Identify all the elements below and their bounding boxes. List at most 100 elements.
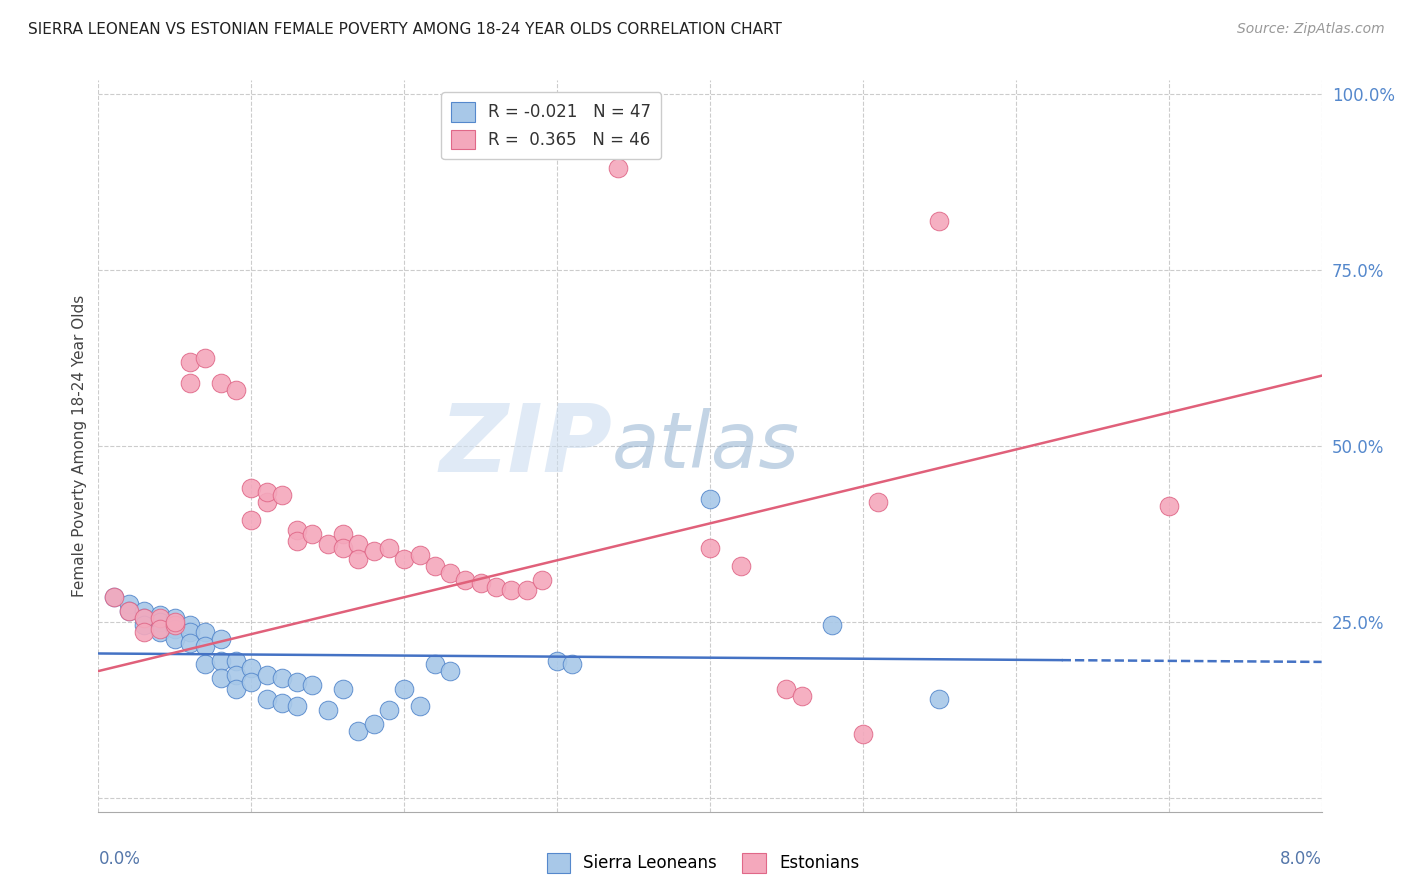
Point xyxy=(240,660,263,674)
Point xyxy=(516,583,538,598)
Point xyxy=(194,640,217,654)
Point xyxy=(149,622,172,636)
Y-axis label: Female Poverty Among 18-24 Year Olds: Female Poverty Among 18-24 Year Olds xyxy=(72,295,87,597)
Text: SIERRA LEONEAN VS ESTONIAN FEMALE POVERTY AMONG 18-24 YEAR OLDS CORRELATION CHAR: SIERRA LEONEAN VS ESTONIAN FEMALE POVERT… xyxy=(28,22,782,37)
Point xyxy=(454,573,477,587)
Point xyxy=(363,544,385,558)
Point xyxy=(225,653,247,667)
Legend: Sierra Leoneans, Estonians: Sierra Leoneans, Estonians xyxy=(540,847,866,880)
Point xyxy=(408,699,430,714)
Point xyxy=(240,674,263,689)
Point xyxy=(546,653,568,667)
Point xyxy=(699,541,721,555)
Point xyxy=(285,674,308,689)
Point xyxy=(423,558,446,573)
Point xyxy=(179,376,201,390)
Point xyxy=(347,723,370,738)
Point xyxy=(134,604,156,618)
Point xyxy=(209,671,232,685)
Point xyxy=(347,551,370,566)
Point xyxy=(501,583,523,598)
Point xyxy=(179,618,201,632)
Point xyxy=(118,604,141,618)
Point xyxy=(134,625,156,640)
Point xyxy=(347,537,370,551)
Point xyxy=(118,604,141,618)
Point xyxy=(301,678,323,692)
Point xyxy=(470,576,492,591)
Point xyxy=(561,657,583,671)
Text: atlas: atlas xyxy=(612,408,800,484)
Point xyxy=(225,667,247,681)
Legend: R = -0.021   N = 47, R =  0.365   N = 46: R = -0.021 N = 47, R = 0.365 N = 46 xyxy=(441,92,661,159)
Point xyxy=(316,537,339,551)
Point xyxy=(179,636,201,650)
Point xyxy=(179,354,201,368)
Point xyxy=(149,611,172,625)
Point xyxy=(530,573,553,587)
Point xyxy=(332,541,354,555)
Point xyxy=(775,681,797,696)
Text: Source: ZipAtlas.com: Source: ZipAtlas.com xyxy=(1237,22,1385,37)
Text: ZIP: ZIP xyxy=(439,400,612,492)
Point xyxy=(256,495,278,509)
Point xyxy=(225,383,247,397)
Point xyxy=(868,495,890,509)
Point xyxy=(270,488,294,502)
Point xyxy=(134,611,156,625)
Point xyxy=(163,611,186,625)
Point xyxy=(852,727,875,741)
Point xyxy=(699,491,721,506)
Point xyxy=(209,376,232,390)
Point xyxy=(179,625,201,640)
Point xyxy=(270,671,294,685)
Text: 8.0%: 8.0% xyxy=(1279,850,1322,869)
Point xyxy=(408,548,430,562)
Point xyxy=(163,632,186,647)
Point xyxy=(209,632,232,647)
Point xyxy=(378,541,401,555)
Point xyxy=(134,618,156,632)
Point xyxy=(256,667,278,681)
Point xyxy=(163,615,186,629)
Point xyxy=(363,716,385,731)
Point xyxy=(149,625,172,640)
Point xyxy=(378,703,401,717)
Point xyxy=(928,692,950,706)
Point xyxy=(163,622,186,636)
Point xyxy=(134,611,156,625)
Point xyxy=(730,558,752,573)
Point xyxy=(423,657,446,671)
Point xyxy=(209,653,232,667)
Point xyxy=(485,580,508,594)
Point xyxy=(285,524,308,538)
Point xyxy=(194,657,217,671)
Point xyxy=(1157,499,1180,513)
Point xyxy=(607,161,630,176)
Point xyxy=(821,618,844,632)
Point xyxy=(392,551,416,566)
Point xyxy=(256,692,278,706)
Point xyxy=(103,591,125,605)
Point xyxy=(285,533,308,548)
Point xyxy=(149,615,172,629)
Text: 0.0%: 0.0% xyxy=(98,850,141,869)
Point xyxy=(194,351,217,365)
Point xyxy=(316,703,339,717)
Point xyxy=(240,513,263,527)
Point xyxy=(392,681,416,696)
Point xyxy=(301,527,323,541)
Point xyxy=(103,591,125,605)
Point xyxy=(118,597,141,611)
Point xyxy=(928,214,950,228)
Point xyxy=(332,527,354,541)
Point xyxy=(332,681,354,696)
Point xyxy=(163,618,186,632)
Point xyxy=(225,681,247,696)
Point xyxy=(270,696,294,710)
Point xyxy=(439,566,461,580)
Point xyxy=(439,664,461,678)
Point xyxy=(790,689,813,703)
Point xyxy=(194,625,217,640)
Point xyxy=(149,607,172,622)
